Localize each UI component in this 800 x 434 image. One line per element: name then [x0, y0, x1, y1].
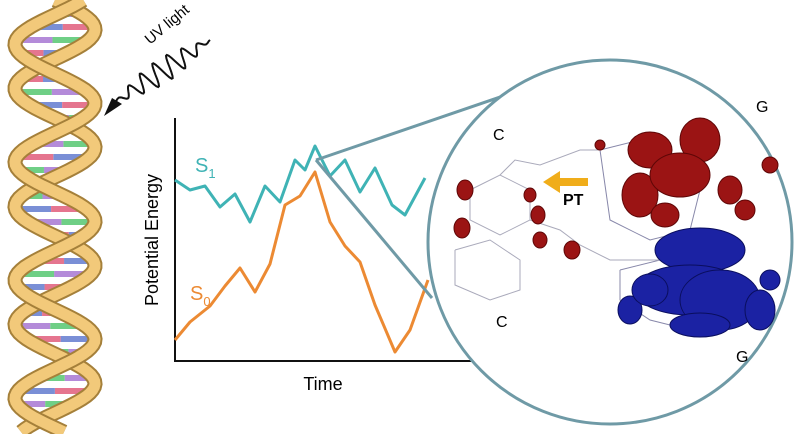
uv-arrow-head [104, 98, 122, 116]
ring [454, 239, 521, 301]
red-lobe [563, 240, 581, 260]
base-label: C [496, 314, 508, 331]
red-lobe [621, 172, 659, 218]
zoom-line [314, 159, 434, 299]
red-lobe [453, 217, 471, 239]
s1-label: S1 [195, 155, 216, 181]
base-label: C [493, 127, 505, 144]
orbital-density [453, 117, 781, 338]
s1-curve [174, 144, 427, 224]
red-lobe [650, 202, 680, 228]
s0-label: S0 [190, 283, 211, 309]
base-label: G [756, 99, 768, 116]
red-lobe [594, 139, 606, 151]
red-lobe [456, 179, 474, 201]
dna-helix [7, 0, 103, 434]
red-lobe [761, 156, 779, 174]
s0-subscript: 0 [203, 294, 210, 309]
red-lobe [649, 152, 711, 198]
blue-lobe [744, 289, 776, 331]
s0-symbol: S [190, 283, 203, 305]
uv-label: UV light [142, 1, 194, 48]
uv-wave [115, 39, 211, 102]
red-lobe [532, 231, 548, 249]
red-lobe [523, 187, 537, 203]
s0-curve [173, 170, 430, 354]
red-lobe [734, 199, 756, 221]
s1-symbol: S [195, 155, 208, 177]
base-label: G [736, 349, 748, 366]
y-axis-label: Potential Energy [142, 174, 162, 306]
blue-lobe [631, 273, 669, 307]
s1-subscript: 1 [208, 166, 215, 181]
blue-lobe [759, 269, 781, 291]
backbone [9, 0, 101, 434]
pt-arrow [543, 171, 588, 193]
pt-label: PT [563, 192, 584, 209]
bond [499, 149, 600, 176]
red-lobe [530, 205, 546, 225]
blue-lobe [669, 312, 731, 338]
x-axis-label: Time [303, 374, 342, 394]
bond [529, 219, 660, 261]
red-lobe [717, 175, 743, 205]
blue-lobe [617, 295, 643, 325]
